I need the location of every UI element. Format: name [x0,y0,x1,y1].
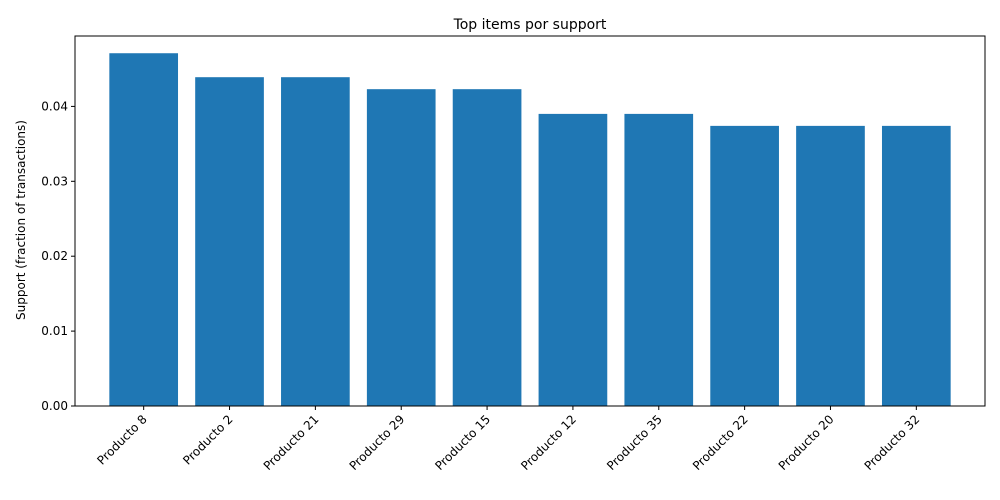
x-tick-label: Producto 8 [94,412,149,467]
bar-producto-2 [195,77,264,406]
plot-frame [74,35,986,407]
y-tick-label: 0.01 [41,324,68,338]
x-ticks-group: Producto 8 Producto 2 Producto 21 Producto … [94,406,922,473]
bars-group [109,53,951,407]
x-tick-label: Producto 22 [690,412,751,473]
y-ticks-group: 0.00 0.01 0.02 0.03 0.04 [41,99,75,413]
x-tick-label: Producto 29 [347,412,408,473]
y-tick-label: 0.04 [41,99,68,113]
bar-producto-21 [281,77,350,406]
bar-producto-35 [624,113,694,406]
bar-producto-20 [796,125,865,406]
y-tick-label: 0.02 [41,249,68,263]
x-tick-label: Producto 12 [518,412,579,473]
y-axis-label: Support (fraction of transactions) [14,120,28,320]
bar-producto-29 [366,89,436,407]
y-tick-label: 0.00 [41,399,68,413]
bar-producto-8 [109,53,179,407]
chart-title: Top items por support [453,17,607,33]
x-tick-label: Producto 21 [261,412,322,473]
bar-producto-22 [710,125,779,406]
bar-producto-32 [881,125,951,406]
x-tick-label: Producto 2 [180,412,235,467]
x-tick-label: Producto 20 [776,412,837,473]
x-tick-label: Producto 32 [862,412,923,473]
x-tick-label: Producto 35 [604,412,665,473]
bar-producto-12 [538,113,608,406]
y-tick-label: 0.03 [41,174,68,188]
bar-producto-15 [452,89,522,407]
x-tick-label: Producto 15 [432,412,493,473]
